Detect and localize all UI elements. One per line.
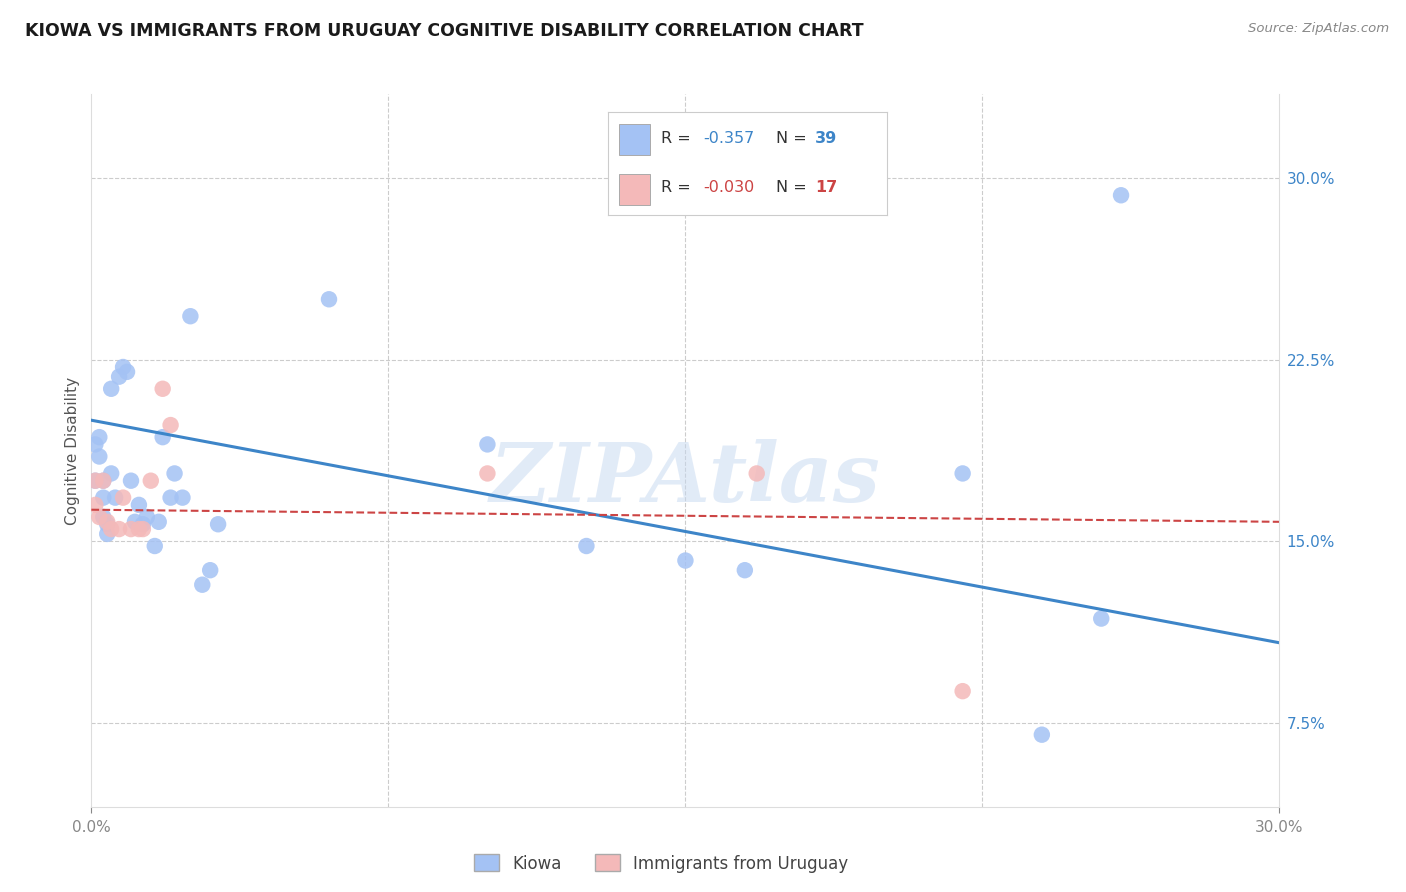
Point (89, 510, 111, 524)
Point (139, 474, 162, 488)
Point (745, 467, 768, 481)
Point (952, 684, 974, 698)
Point (128, 522, 150, 536)
Text: KIOWA VS IMMIGRANTS FROM URUGUAY COGNITIVE DISABILITY CORRELATION CHART: KIOWA VS IMMIGRANTS FROM URUGUAY COGNITI… (25, 22, 863, 40)
Point (108, 369, 131, 384)
Point (91, 510, 114, 524)
Point (84, 437, 107, 451)
Point (96, 527, 118, 541)
Point (1109, 188, 1132, 202)
Point (96, 515, 118, 529)
Point (96, 517, 118, 532)
Point (191, 578, 214, 592)
Point (477, 437, 499, 451)
Point (84, 498, 107, 512)
Point (673, 553, 696, 567)
Point (104, 491, 127, 505)
Point (132, 517, 155, 532)
Point (115, 365, 138, 379)
Point (112, 491, 135, 505)
Point (135, 510, 157, 524)
Text: N =: N = (776, 131, 807, 146)
Point (89, 430, 111, 444)
Bar (620, 124, 650, 155)
Point (100, 522, 122, 536)
Point (120, 522, 142, 536)
Point (100, 382, 122, 396)
Point (152, 382, 174, 396)
Bar (620, 174, 650, 204)
Text: R =: R = (661, 180, 690, 195)
Point (163, 467, 186, 481)
Point (124, 515, 146, 529)
Point (179, 309, 201, 323)
Point (132, 522, 155, 536)
Point (172, 491, 194, 505)
Point (89, 450, 111, 464)
Legend: Kiowa, Immigrants from Uruguay: Kiowa, Immigrants from Uruguay (467, 847, 855, 880)
Point (318, 293, 340, 307)
Point (200, 563, 222, 577)
Point (91, 474, 114, 488)
Point (734, 563, 756, 577)
Point (112, 359, 135, 374)
Point (128, 498, 150, 512)
Point (1090, 611, 1112, 625)
Point (108, 522, 131, 536)
Point (159, 491, 181, 505)
Point (575, 539, 598, 553)
Text: 39: 39 (815, 131, 837, 146)
Text: 17: 17 (815, 180, 837, 195)
Point (143, 539, 166, 553)
Point (207, 517, 229, 532)
Point (84, 474, 107, 488)
Point (100, 467, 122, 481)
Text: -0.357: -0.357 (703, 131, 755, 146)
Point (91, 491, 114, 505)
Point (84, 474, 107, 488)
Point (159, 418, 181, 433)
Text: R =: R = (661, 131, 690, 146)
Text: -0.030: -0.030 (703, 180, 755, 195)
Point (152, 430, 174, 444)
Point (477, 467, 499, 481)
Text: ZIPAtlas: ZIPAtlas (489, 439, 882, 519)
Point (120, 474, 142, 488)
Text: Source: ZipAtlas.com: Source: ZipAtlas.com (1249, 22, 1389, 36)
Point (1031, 728, 1053, 742)
Point (952, 467, 974, 481)
Y-axis label: Cognitive Disability: Cognitive Disability (65, 376, 80, 524)
Point (148, 515, 170, 529)
Point (91, 474, 114, 488)
Text: N =: N = (776, 180, 807, 195)
